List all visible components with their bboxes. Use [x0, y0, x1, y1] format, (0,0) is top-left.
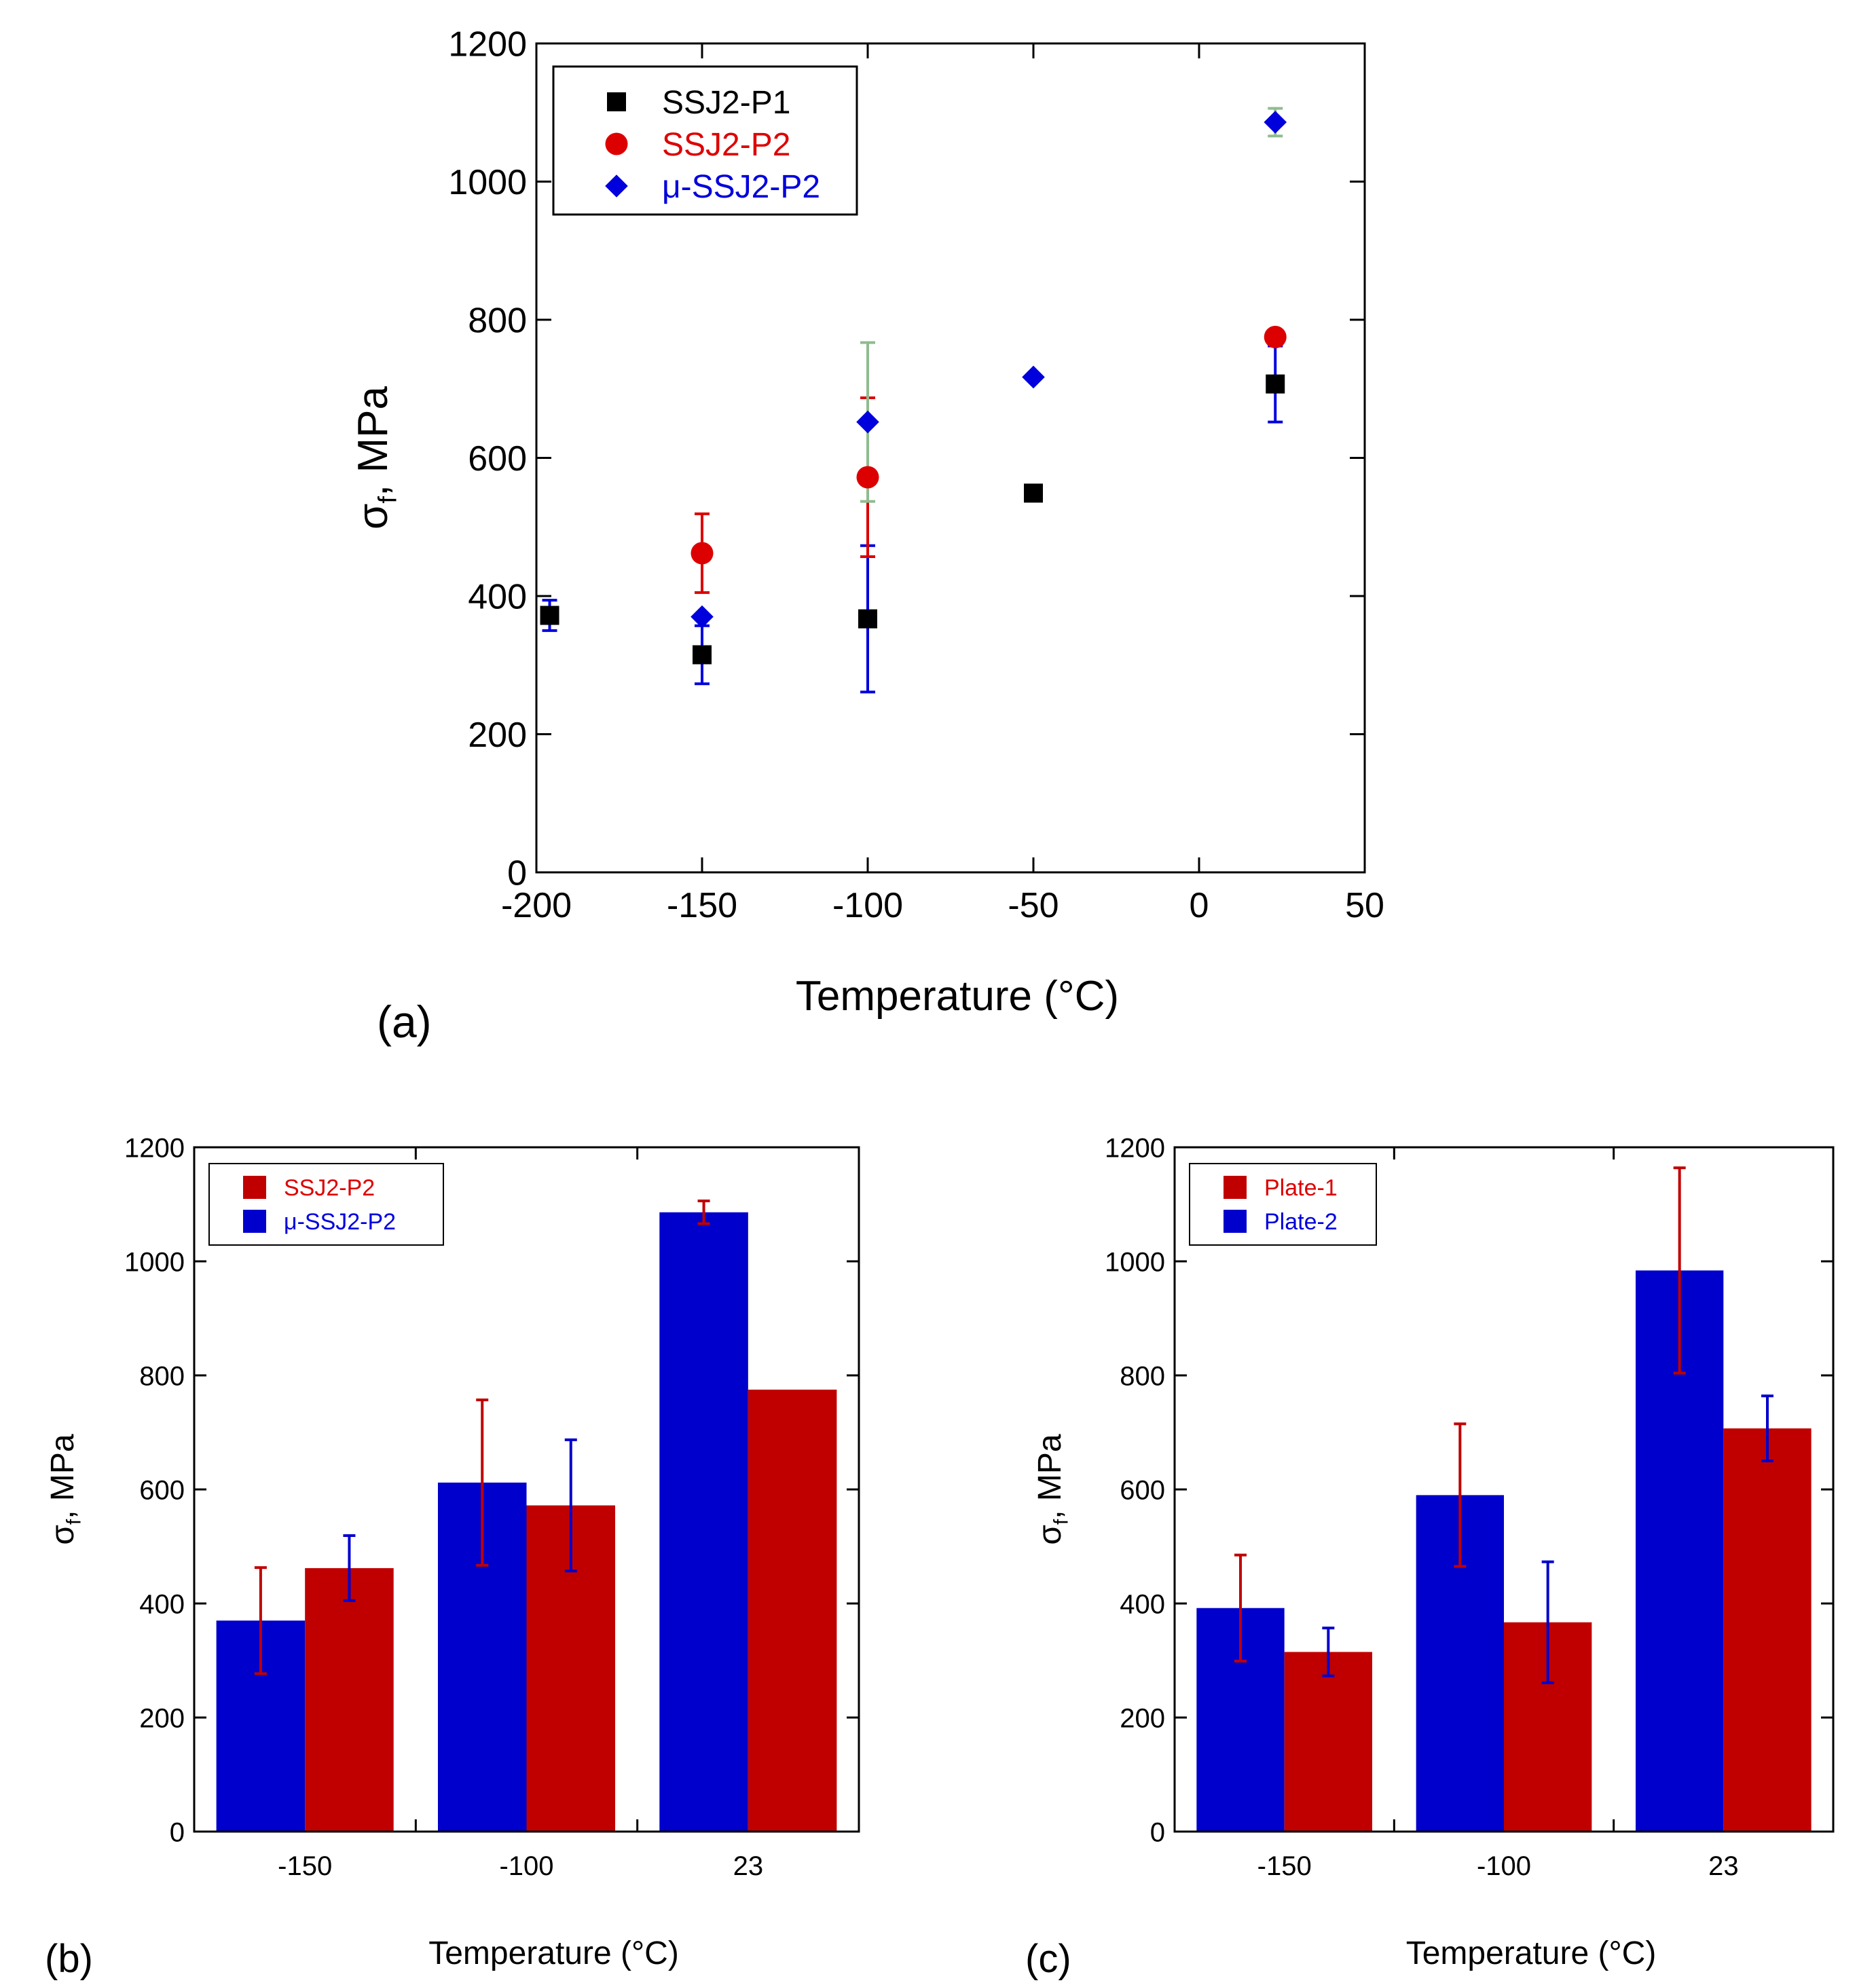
y-tick-label: 0: [507, 854, 527, 893]
x-tick-label: 50: [1345, 886, 1384, 925]
chart-c: -150 -100 23 0 200 400 600 800 1000 1200 σf, MPa Te…: [1032, 1133, 1835, 1971]
data-point: [693, 645, 712, 665]
y-axis-title: σf, MPa: [350, 386, 403, 530]
bar: [1284, 1652, 1372, 1832]
y-tick-label: 400: [139, 1589, 185, 1619]
legend-swatch: [243, 1176, 266, 1199]
y-tick-label: 0: [1150, 1817, 1165, 1847]
legend-box: [552, 65, 858, 216]
legend-label: μ-SSJ2-P2: [662, 169, 820, 205]
data-point: [1264, 111, 1287, 134]
data-point: [691, 542, 714, 565]
legend: SSJ2-P1 SSJ2-P2 μ-SSJ2-P2: [552, 65, 858, 216]
legend-box: [1189, 1163, 1377, 1246]
legend-swatch: [243, 1210, 266, 1233]
chart-b: -150 -100 23 0 200 400 600 800 1000 1200 σf, MPa Te…: [45, 1133, 860, 1971]
panel-label-c: (c): [1025, 1937, 1071, 1981]
y-axis-title-rest: , MPa: [1032, 1434, 1068, 1519]
x-category-label: -100: [1477, 1851, 1531, 1881]
legend-marker: [605, 132, 628, 155]
y-axis-title-main: σ: [1032, 1525, 1068, 1545]
data-point: [1022, 365, 1045, 389]
x-tick-label: 0: [1190, 886, 1209, 925]
y-axis-title-main: σ: [45, 1525, 81, 1545]
legend-label: Plate-1: [1264, 1175, 1338, 1201]
legend: Plate-1 Plate-2: [1189, 1163, 1377, 1246]
x-category-label: 23: [733, 1851, 764, 1881]
panel-label-a: (a): [377, 997, 432, 1047]
x-tick-label: -50: [1008, 886, 1059, 925]
chart-a: -200 -150 -100 -50 0 50 0 200 400 600 800 1000 1200 σ…: [350, 25, 1384, 1020]
x-tick-label: -150: [667, 886, 737, 925]
bar: [305, 1567, 394, 1832]
y-axis-title-sub: f: [63, 1519, 86, 1525]
y-tick-label: 800: [468, 301, 527, 341]
y-axis-title-main: σ: [350, 504, 397, 530]
y-axis-title-rest: , MPa: [45, 1434, 81, 1519]
y-tick-label: 1000: [448, 163, 527, 202]
data-point: [856, 466, 879, 489]
x-category-label: -100: [499, 1851, 553, 1881]
x-tick-label: -200: [501, 886, 572, 925]
y-tick-label: 400: [468, 578, 527, 617]
y-axis-title: σf, MPa: [45, 1434, 86, 1545]
legend-label: Plate-2: [1264, 1209, 1338, 1235]
y-tick-label: 1200: [124, 1133, 185, 1163]
x-axis-title: Temperature (°C): [796, 973, 1119, 1020]
legend-marker: [607, 92, 626, 111]
x-axis-title: Temperature (°C): [1406, 1935, 1657, 1971]
y-tick-label: 1200: [1105, 1133, 1165, 1163]
x-tick-label: -100: [832, 886, 903, 925]
legend-label: μ-SSJ2-P2: [284, 1209, 396, 1235]
y-tick-label: 200: [1120, 1703, 1165, 1733]
y-tick-label: 1000: [124, 1247, 185, 1277]
legend-marker: [605, 174, 628, 198]
data-point: [540, 606, 559, 625]
legend-swatch: [1224, 1176, 1247, 1199]
y-tick-label: 600: [1120, 1475, 1165, 1505]
y-tick-label: 800: [139, 1361, 185, 1391]
legend-label: SSJ2-P2: [284, 1175, 375, 1201]
data-point: [691, 605, 714, 629]
data-point: [858, 609, 877, 629]
y-tick-label: 1000: [1105, 1247, 1165, 1277]
legend-swatch: [1224, 1210, 1247, 1233]
y-tick-label: 600: [139, 1475, 185, 1505]
legend-label: SSJ2-P2: [662, 127, 790, 163]
bar: [1723, 1428, 1811, 1832]
y-tick-label: 200: [139, 1703, 185, 1733]
y-axis-title-sub: f: [373, 496, 403, 504]
x-category-label: 23: [1708, 1851, 1739, 1881]
x-category-label: -150: [278, 1851, 332, 1881]
y-tick-label: 800: [1120, 1361, 1165, 1391]
y-tick-label: 1200: [448, 25, 527, 64]
bar: [748, 1390, 837, 1832]
y-tick-label: 400: [1120, 1589, 1165, 1619]
y-axis-title-sub: f: [1050, 1519, 1073, 1525]
bar: [659, 1212, 748, 1832]
legend: SSJ2-P2 μ-SSJ2-P2: [208, 1163, 444, 1246]
data-point: [1024, 483, 1043, 503]
data-point: [856, 410, 879, 434]
y-tick-label: 200: [468, 716, 527, 755]
x-axis-title: Temperature (°C): [428, 1935, 679, 1971]
y-tick-label: 600: [468, 439, 527, 479]
data-point: [1264, 325, 1287, 348]
legend-label: SSJ2-P1: [662, 85, 790, 121]
data-point: [1266, 374, 1285, 394]
panel-label-b: (b): [45, 1937, 93, 1981]
y-tick-label: 0: [170, 1817, 185, 1847]
y-axis-title: σf, MPa: [1032, 1434, 1073, 1545]
x-category-label: -150: [1257, 1851, 1312, 1881]
y-axis-title-rest: , MPa: [350, 386, 397, 496]
